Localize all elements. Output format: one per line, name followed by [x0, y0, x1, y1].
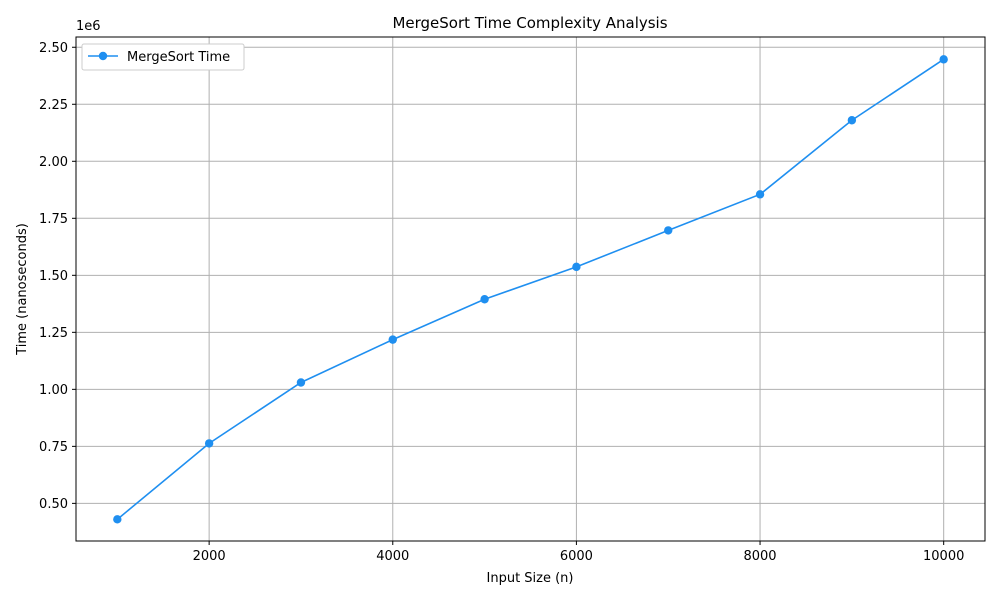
y-tick-label: 1.00	[39, 383, 68, 398]
data-point	[847, 116, 857, 125]
tick-labels: 2000 4000 6000 8000 10000 0.50 0.75 1.00 1.25 1.5…	[39, 41, 964, 564]
data-series	[113, 55, 948, 524]
data-point	[755, 190, 765, 199]
x-tick-label: 10000	[923, 549, 964, 564]
legend-box	[81, 43, 245, 71]
y-tick-label: 1.50	[39, 269, 68, 284]
y-tick-label: 1.25	[39, 326, 68, 341]
grid-lines	[76, 37, 985, 541]
y-tick-label: 2.50	[39, 41, 68, 56]
data-point	[388, 335, 397, 344]
x-axis-label: Input Size (n)	[487, 571, 574, 586]
y-tick-label: 1.75	[39, 212, 68, 227]
legend-label: MergeSort Time	[127, 50, 230, 65]
x-tick-label: 8000	[743, 549, 776, 564]
data-point	[480, 295, 489, 304]
data-point	[113, 515, 122, 524]
data-point	[939, 55, 948, 64]
x-tick-label: 6000	[560, 549, 593, 564]
data-point	[572, 262, 581, 272]
axes	[72, 36, 986, 545]
y-tick-label: 2.00	[39, 155, 68, 170]
y-tick-label: 0.75	[39, 440, 68, 455]
data-point	[664, 226, 673, 235]
y-offset-label: 1e6	[76, 19, 101, 34]
y-tick-label: 2.25	[39, 98, 68, 113]
legend: MergeSort Time	[81, 43, 245, 71]
legend-marker-swatch	[98, 51, 108, 61]
data-point	[204, 439, 214, 448]
x-tick-label: 2000	[193, 549, 226, 564]
series-line	[116, 58, 945, 520]
x-tick-label: 4000	[376, 549, 409, 564]
y-axis-label: Time (nanoseconds)	[15, 223, 30, 356]
plot-frame	[75, 36, 986, 542]
chart-title: MergeSort Time Complexity Analysis	[392, 14, 667, 32]
y-tick-label: 0.50	[39, 497, 68, 512]
data-point	[296, 378, 306, 387]
